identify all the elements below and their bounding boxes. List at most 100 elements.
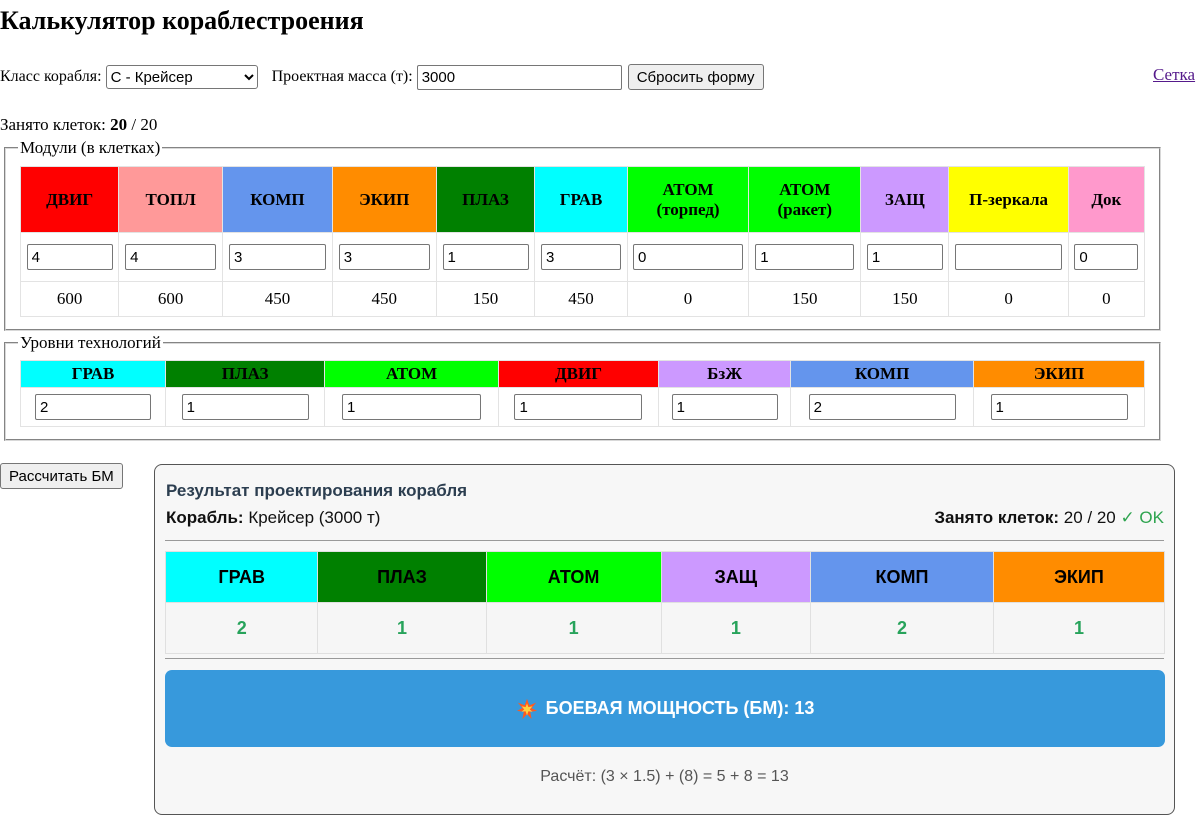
tech-input-cell [165,387,326,427]
module-count-input[interactable] [26,244,113,270]
result-tech-value: 1 [660,602,812,654]
tech-header: КОМП [790,360,975,388]
result-panel: Результат проектирования корабля Корабль… [154,464,1175,815]
tech-level-input[interactable] [514,394,643,420]
module-input-cell [118,232,224,282]
result-tech-header: ПЛАЗ [317,551,487,603]
module-header: ЭКИП [331,166,437,233]
ship-class-select[interactable]: C - Крейсер [105,65,258,89]
tech-header: ГРАВ [19,360,167,388]
tech-input-cell [973,387,1145,427]
module-count-input[interactable] [633,244,744,270]
tech-level-input[interactable] [808,394,956,420]
module-input-cell [748,232,862,282]
result-tech-header: ГРАВ [164,551,319,603]
result-ship-label: Корабль: [166,508,244,527]
tech-input-cell [324,387,499,427]
tech-fieldset: Уровни технологий [4,333,1161,441]
tech-level-input[interactable] [342,394,482,420]
tech-level-input[interactable] [35,394,152,420]
result-tech-header: ЭКИП [992,551,1166,603]
mass-label: Проектная масса (т): [271,68,413,85]
calculate-bm-button[interactable]: Рассчитать БМ [0,463,123,489]
module-header: Док [1067,166,1146,233]
module-mass-cell: 0 [948,281,1069,317]
result-tech-value: 2 [164,602,319,654]
reset-form-button[interactable]: Сбросить форму [627,64,764,90]
modules-legend: Модули (в клетках) [20,138,161,157]
module-input-cell [860,232,950,282]
tech-level-input[interactable] [181,394,309,420]
result-tech-header: АТОМ [485,551,662,603]
module-header: КОМП [222,166,333,233]
tech-header: ПЛАЗ [165,360,326,388]
module-count-input[interactable] [541,244,622,270]
tech-legend: Уровни технологий [20,333,161,352]
tech-header: БзЖ [657,360,792,388]
module-header: ДВИГ [19,166,120,233]
tech-input-cell [19,387,167,427]
modules-fieldset: Модули (в клетках) [4,138,1161,331]
tech-level-input[interactable] [671,394,778,420]
result-tech-value: 2 [810,602,994,654]
ship-params-row: Класс корабля: C - Крейсер Проектная мас… [0,64,764,90]
occupied-label: Занято клеток: [0,115,106,134]
module-header: АТОМ (торпед) [626,166,750,233]
module-header: АТОМ (ракет) [748,166,862,233]
tech-level-input[interactable] [990,394,1128,420]
module-input-cell [331,232,437,282]
module-mass-cell: 150 [748,281,862,317]
grid-link[interactable]: Сетка [1153,65,1196,84]
module-count-input[interactable] [338,244,430,270]
module-header: П-зеркала [948,166,1069,233]
tech-input-cell [790,387,975,427]
modules-table: ДВИГ ТОПЛ КОМП ЭКИП ПЛАЗ ГРАВ АТОМ (торпед) АТО… [19,166,1146,317]
tech-input-cell [657,387,792,427]
result-tech-header: ЗАЩ [660,551,812,603]
module-count-input[interactable] [1074,244,1139,270]
mass-input[interactable] [416,64,622,90]
module-count-input[interactable] [955,244,1063,270]
battle-power-banner: БОЕВАЯ МОЩНОСТЬ (БМ): 13 [165,670,1165,747]
result-ok-status: ✓ OK [1120,508,1164,527]
module-input-cell [1067,232,1146,282]
module-count-input[interactable] [228,244,326,270]
module-mass-cell: 150 [435,281,536,317]
calculation-note: Расчёт: (3 × 1.5) + (8) = 5 + 8 = 13 [540,768,789,785]
module-count-input[interactable] [866,244,943,270]
tech-header: АТОМ [324,360,499,388]
module-mass-cell: 0 [1067,281,1146,317]
occupied-used: 20 [110,115,128,134]
result-tech-value: 1 [485,602,662,654]
result-occupied-label: Занято клеток: [934,508,1059,527]
result-divider-bottom [165,658,1164,659]
result-occupied-value: 20 / 20 [1063,508,1116,527]
module-mass-cell: 0 [626,281,750,317]
module-count-input[interactable] [442,244,529,270]
module-mass-cell: 450 [222,281,333,317]
module-mass-cell: 450 [534,281,628,317]
result-occupied: Занято клеток: 20 / 20 ✓ OK [934,508,1164,528]
module-input-cell [19,232,120,282]
tech-header: ДВИГ [497,360,659,388]
module-count-input[interactable] [125,244,217,270]
result-tech-header: КОМП [810,551,994,603]
result-title: Результат проектирования корабля [166,481,468,500]
occupied-cells: Занято клеток: 20 / 20 [0,115,157,135]
module-header: ЗАЩ [860,166,950,233]
ship-class-label: Класс корабля: [0,68,102,85]
result-tech-value: 1 [317,602,487,654]
module-input-cell [948,232,1069,282]
module-header: ПЛАЗ [435,166,536,233]
result-ship: Корабль: Крейсер (3000 т) [166,508,380,528]
collision-icon [516,698,537,719]
result-ship-value: Крейсер (3000 т) [248,508,381,527]
module-mass-cell: 600 [19,281,120,317]
result-divider-top [165,540,1164,541]
module-header: ТОПЛ [118,166,224,233]
module-count-input[interactable] [755,244,855,270]
occupied-total: / 20 [127,115,158,134]
tech-input-cell [497,387,659,427]
tech-table: ГРАВ ПЛАЗ АТОМ ДВИГ БзЖ КОМП ЭКИП [19,360,1145,427]
